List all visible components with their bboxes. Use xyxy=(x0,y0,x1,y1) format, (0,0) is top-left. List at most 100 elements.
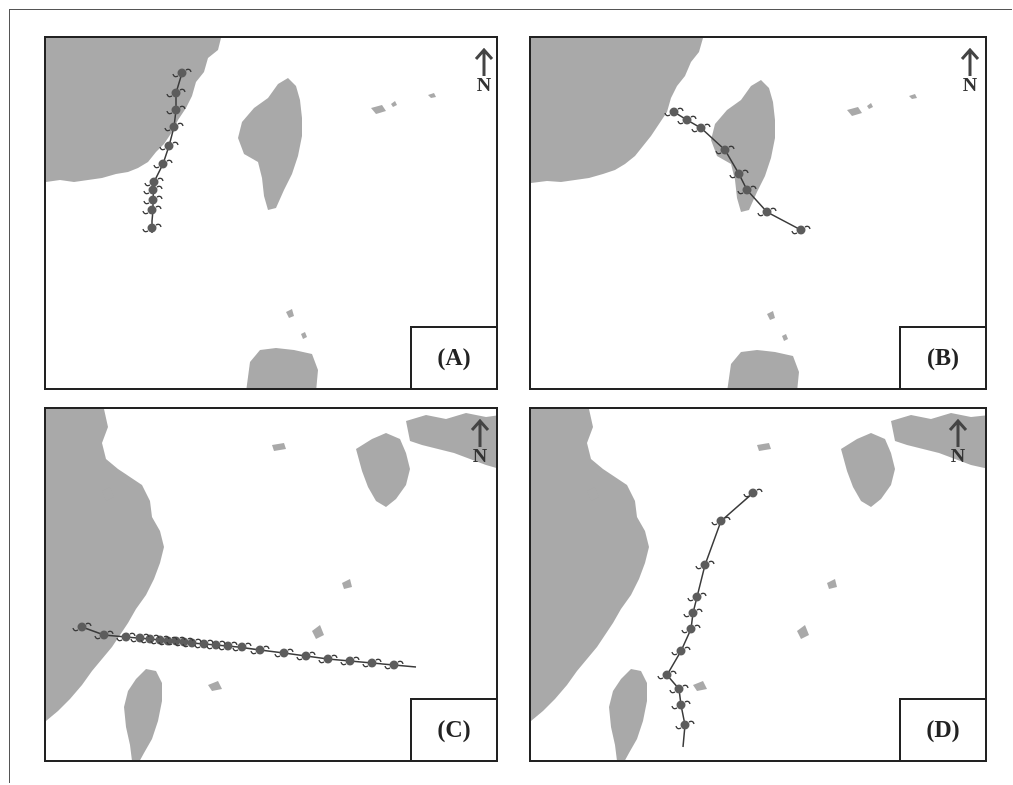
typhoon-marker xyxy=(662,670,672,680)
track-c-markers xyxy=(72,622,404,670)
typhoon-symbol xyxy=(250,645,270,655)
typhoon-symbol xyxy=(675,720,695,730)
islet-a3 xyxy=(428,93,436,98)
typhoon-symbol xyxy=(159,141,179,151)
typhoon-symbol xyxy=(677,115,697,125)
typhoon-symbol xyxy=(657,670,677,680)
typhoon-marker xyxy=(796,225,806,235)
panel-label-a: (A) xyxy=(410,326,496,388)
typhoon-marker xyxy=(177,68,187,78)
typhoon-marker xyxy=(686,624,696,634)
mainland-d xyxy=(531,409,649,721)
taiwan-d xyxy=(609,669,647,760)
map-panel-c: N (C) xyxy=(44,407,498,762)
typhoon-symbol xyxy=(691,123,711,133)
typhoon-symbol xyxy=(218,641,238,651)
typhoon-marker xyxy=(149,177,159,187)
islet-a5 xyxy=(301,332,307,339)
typhoon-symbol xyxy=(757,207,777,217)
island-c1 xyxy=(102,487,114,501)
typhoon-marker xyxy=(171,105,181,115)
north-label: N xyxy=(476,74,492,96)
typhoon-symbol xyxy=(140,634,160,644)
track-d-markers xyxy=(657,488,763,730)
typhoon-symbol xyxy=(318,654,338,664)
typhoon-symbol xyxy=(362,658,382,668)
island-d3 xyxy=(827,579,837,589)
typhoon-symbol xyxy=(116,632,136,642)
map-b xyxy=(531,38,917,388)
typhoon-marker xyxy=(199,639,209,649)
typhoon-marker xyxy=(147,205,157,215)
typhoon-symbol xyxy=(743,488,763,498)
typhoon-marker xyxy=(148,185,158,195)
luzon-b xyxy=(727,350,799,388)
north-arrow-a: N xyxy=(469,48,496,98)
typhoon-symbol xyxy=(206,640,226,650)
typhoon-marker xyxy=(223,641,233,651)
typhoon-symbol xyxy=(791,225,811,235)
typhoon-symbol xyxy=(384,660,404,670)
typhoon-marker xyxy=(742,185,752,195)
typhoon-symbol xyxy=(164,122,184,132)
taiwan-c xyxy=(124,669,162,760)
mainland-a xyxy=(46,38,221,182)
island-d5 xyxy=(693,681,707,691)
typhoon-marker xyxy=(682,115,692,125)
typhoon-marker xyxy=(680,720,690,730)
north-arrow-d: N xyxy=(943,419,973,469)
typhoon-marker xyxy=(692,592,702,602)
typhoon-symbol xyxy=(687,592,707,602)
typhoon-marker xyxy=(674,684,684,694)
mainland-c xyxy=(46,409,164,721)
islet-b2 xyxy=(867,103,873,109)
typhoon-marker xyxy=(147,223,157,233)
typhoon-marker xyxy=(237,642,247,652)
islet-b5 xyxy=(782,334,788,341)
typhoon-marker xyxy=(163,636,173,646)
typhoon-symbol xyxy=(144,177,164,187)
typhoon-symbol xyxy=(194,639,214,649)
islet-a4 xyxy=(286,309,294,318)
typhoon-symbol xyxy=(681,624,701,634)
typhoon-symbol xyxy=(143,185,163,195)
typhoon-marker xyxy=(389,660,399,670)
typhoon-marker xyxy=(121,632,131,642)
typhoon-symbol xyxy=(711,516,731,526)
typhoon-marker xyxy=(77,622,87,632)
island-d2 xyxy=(757,443,771,451)
typhoon-symbol xyxy=(166,636,186,646)
typhoon-marker xyxy=(255,645,265,655)
typhoon-marker xyxy=(696,123,706,133)
arrow-up-icon xyxy=(470,419,490,447)
typhoon-marker xyxy=(169,122,179,132)
islet-a2 xyxy=(391,101,397,107)
typhoon-marker xyxy=(279,648,289,658)
typhoon-symbol xyxy=(669,684,689,694)
north-label: N xyxy=(962,74,978,96)
island-c5 xyxy=(208,681,222,691)
typhoon-symbol xyxy=(142,205,162,215)
typhoon-marker xyxy=(762,207,772,217)
typhoon-symbol xyxy=(296,651,316,661)
island-c2 xyxy=(272,443,286,451)
track-a-markers xyxy=(142,68,192,233)
typhoon-marker xyxy=(367,658,377,668)
island-c4 xyxy=(312,625,324,639)
islet-b4 xyxy=(767,311,775,320)
typhoon-symbol xyxy=(94,630,114,640)
typhoon-symbol xyxy=(729,169,749,179)
map-c xyxy=(46,409,496,760)
typhoon-marker xyxy=(171,636,181,646)
island-d1 xyxy=(587,487,599,501)
typhoon-marker xyxy=(676,700,686,710)
arrow-up-icon xyxy=(960,48,980,76)
arrow-up-icon xyxy=(474,48,494,76)
typhoon-marker xyxy=(734,169,744,179)
typhoon-marker xyxy=(145,634,155,644)
typhoon-symbol xyxy=(174,637,194,647)
islet-b1 xyxy=(847,107,862,116)
north-arrow-c: N xyxy=(465,419,495,469)
island-d4 xyxy=(797,625,809,639)
mainland-b xyxy=(531,38,703,183)
